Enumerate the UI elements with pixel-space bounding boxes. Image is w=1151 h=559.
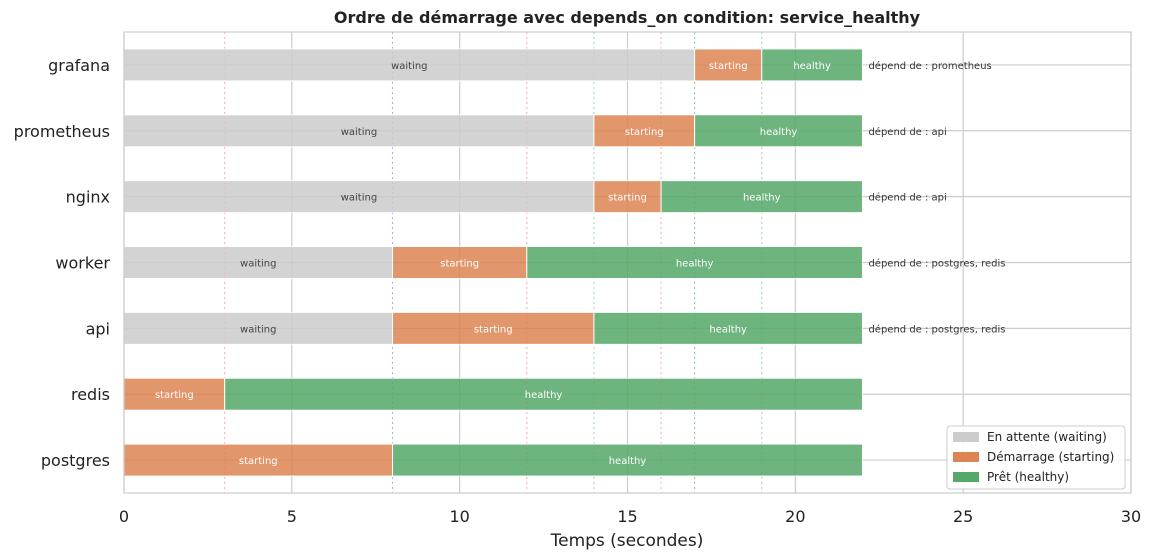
x-tick-label: 10 xyxy=(449,507,469,526)
segment-label: healthy xyxy=(760,127,798,138)
bar-segment-prometheus-starting xyxy=(593,114,696,148)
legend: En attente (waiting) Démarrage (starting)… xyxy=(946,425,1126,490)
segment-label: healthy xyxy=(793,61,831,72)
segment-label: waiting xyxy=(240,259,276,270)
segment-label: healthy xyxy=(743,193,781,204)
service-label-api: api xyxy=(86,319,110,338)
legend-label-healthy: Prêt (healthy) xyxy=(987,470,1069,484)
dependency-label-worker: dépend de : postgres, redis xyxy=(868,258,1005,270)
service-labels: grafana prometheus nginx worker api redis post… xyxy=(14,56,111,470)
segment-label: starting xyxy=(239,456,278,467)
legend-swatch-waiting xyxy=(953,432,979,442)
bars-group: waiting starting healthy dépend de : promet… xyxy=(123,48,1005,477)
dependency-label-api: dépend de : postgres, redis xyxy=(868,323,1005,335)
legend-swatch-healthy xyxy=(953,472,979,482)
legend-label-waiting: En attente (waiting) xyxy=(987,430,1107,444)
segment-label: starting xyxy=(155,390,194,401)
x-tick-label: 20 xyxy=(785,507,805,526)
x-tick-label: 15 xyxy=(617,507,637,526)
chart-title: Ordre de démarrage avec depends_on condi… xyxy=(334,8,921,27)
segment-label: starting xyxy=(709,61,748,72)
x-tick-label: 5 xyxy=(287,507,297,526)
x-tick-label: 0 xyxy=(119,507,129,526)
dependency-label-grafana: dépend de : prometheus xyxy=(868,60,991,72)
legend-swatch-starting xyxy=(953,452,979,462)
x-axis-label: Temps (secondes) xyxy=(550,531,704,551)
bar-segment-nginx-healthy xyxy=(660,180,863,214)
service-label-nginx: nginx xyxy=(66,188,110,207)
dependency-label-nginx: dépend de : api xyxy=(868,192,946,204)
x-tick-label: 25 xyxy=(953,507,973,526)
segment-label: waiting xyxy=(391,61,427,72)
dependency-label-prometheus: dépend de : api xyxy=(868,126,946,138)
segment-label: starting xyxy=(440,259,479,270)
bar-segment-prometheus-healthy xyxy=(694,114,863,148)
service-label-grafana: grafana xyxy=(48,56,110,75)
service-label-redis: redis xyxy=(71,385,110,404)
bar-segment-nginx-starting xyxy=(593,180,662,214)
segment-label: waiting xyxy=(240,324,276,335)
service-label-worker: worker xyxy=(55,254,110,273)
bar-segment-worker-waiting xyxy=(123,246,394,279)
segment-label: starting xyxy=(625,127,664,138)
segment-label: healthy xyxy=(709,324,747,335)
segment-label: waiting xyxy=(341,193,377,204)
service-label-postgres: postgres xyxy=(41,451,110,470)
legend-label-starting: Démarrage (starting) xyxy=(987,450,1114,464)
segment-label: healthy xyxy=(525,390,563,401)
bar-segment-grafana-starting xyxy=(694,48,763,82)
segment-label: healthy xyxy=(609,456,647,467)
segment-label: healthy xyxy=(676,259,714,270)
bar-segment-postgres-healthy xyxy=(392,443,863,477)
segment-label: waiting xyxy=(341,127,377,138)
bar-segment-api-healthy xyxy=(593,311,863,345)
x-tick-labels: 0 5 10 15 20 25 30 xyxy=(119,507,1141,526)
x-tick-label: 30 xyxy=(1121,507,1141,526)
bar-segment-api-starting xyxy=(392,311,595,345)
bar-segment-redis-healthy xyxy=(224,377,863,411)
service-label-prometheus: prometheus xyxy=(14,122,110,141)
segment-label: starting xyxy=(608,193,647,204)
legend-box xyxy=(946,425,1126,490)
bar-segment-grafana-healthy xyxy=(761,48,863,82)
segment-label: starting xyxy=(474,324,513,335)
bar-segment-worker-healthy xyxy=(526,246,863,279)
plot-frame xyxy=(123,31,1132,494)
